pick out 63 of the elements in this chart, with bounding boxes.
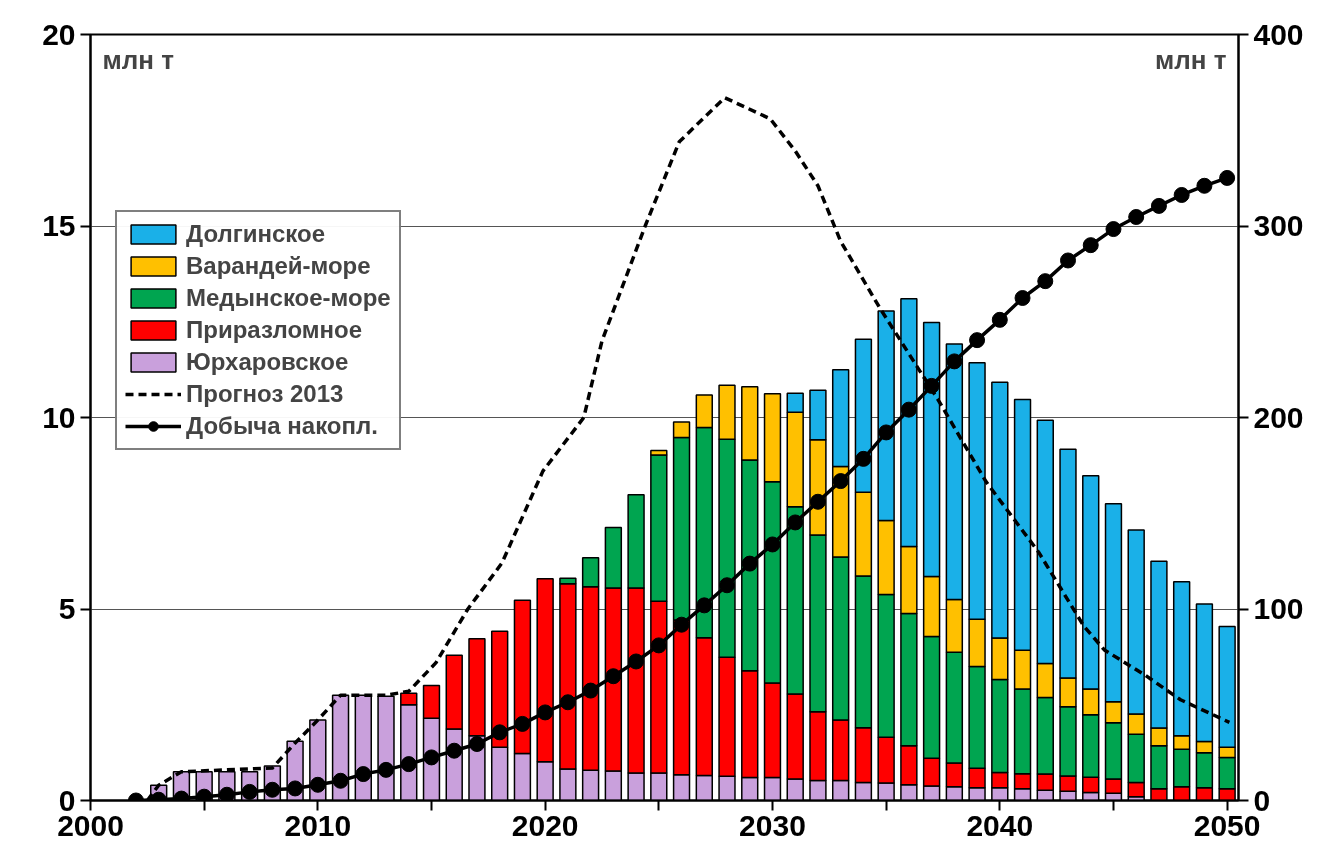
legend-label: Прогноз 2013 xyxy=(186,380,344,408)
point xyxy=(491,724,508,741)
point xyxy=(673,616,690,633)
point xyxy=(1173,186,1190,203)
point xyxy=(787,514,804,531)
point xyxy=(696,597,713,614)
y-tick-label: 20 xyxy=(42,17,76,51)
point xyxy=(378,761,395,778)
point xyxy=(900,401,917,418)
point xyxy=(923,377,940,394)
point xyxy=(332,772,349,789)
point xyxy=(537,704,554,721)
point xyxy=(809,493,826,510)
point xyxy=(832,473,849,490)
y2-tick-label: 300 xyxy=(1253,209,1304,242)
point xyxy=(628,653,645,670)
x-tick-label: 2020 xyxy=(511,808,579,842)
y2-tick-label: 400 xyxy=(1253,17,1304,51)
point xyxy=(400,756,417,773)
point xyxy=(309,776,326,793)
point xyxy=(355,766,372,783)
point xyxy=(1128,209,1145,225)
y-tick-label: 10 xyxy=(42,400,76,434)
point xyxy=(878,424,895,441)
point xyxy=(946,353,963,370)
point xyxy=(650,637,667,654)
legend-label: Юрхаровское xyxy=(186,348,349,376)
point xyxy=(1196,177,1213,194)
legend-label: Варандей-море xyxy=(186,252,371,280)
y-tick-label: 15 xyxy=(42,209,76,242)
point xyxy=(582,682,599,699)
point xyxy=(764,536,781,553)
point xyxy=(969,332,986,349)
point xyxy=(605,668,622,685)
point xyxy=(1082,237,1099,254)
point xyxy=(1014,290,1031,306)
point xyxy=(741,555,758,572)
legend-label: Приразломное xyxy=(186,316,363,344)
legend-label: Добыча накопл. xyxy=(186,412,378,440)
legend-label: Долгинское xyxy=(186,220,325,248)
y-axis-title: млн т xyxy=(102,44,175,75)
x-tick-label: 2040 xyxy=(966,808,1034,842)
y-tick-label: 5 xyxy=(58,592,76,625)
legend-label: Медынское-море xyxy=(186,284,391,312)
point xyxy=(1150,197,1167,214)
point xyxy=(719,577,736,594)
point xyxy=(559,694,576,711)
y2-tick-label: 100 xyxy=(1253,592,1304,625)
point xyxy=(1105,221,1122,238)
point xyxy=(855,450,872,467)
point xyxy=(514,715,531,732)
point xyxy=(423,749,440,766)
point xyxy=(1037,273,1054,290)
x-tick-label: 2010 xyxy=(284,808,352,842)
y2-axis-title: млн т xyxy=(1155,44,1227,75)
point xyxy=(991,311,1008,328)
point xyxy=(468,736,485,752)
point xyxy=(287,780,304,797)
point xyxy=(1219,169,1236,186)
point xyxy=(446,742,463,759)
point xyxy=(1060,252,1077,269)
x-tick-label: 2030 xyxy=(739,808,806,842)
y2-tick-label: 200 xyxy=(1253,400,1304,434)
